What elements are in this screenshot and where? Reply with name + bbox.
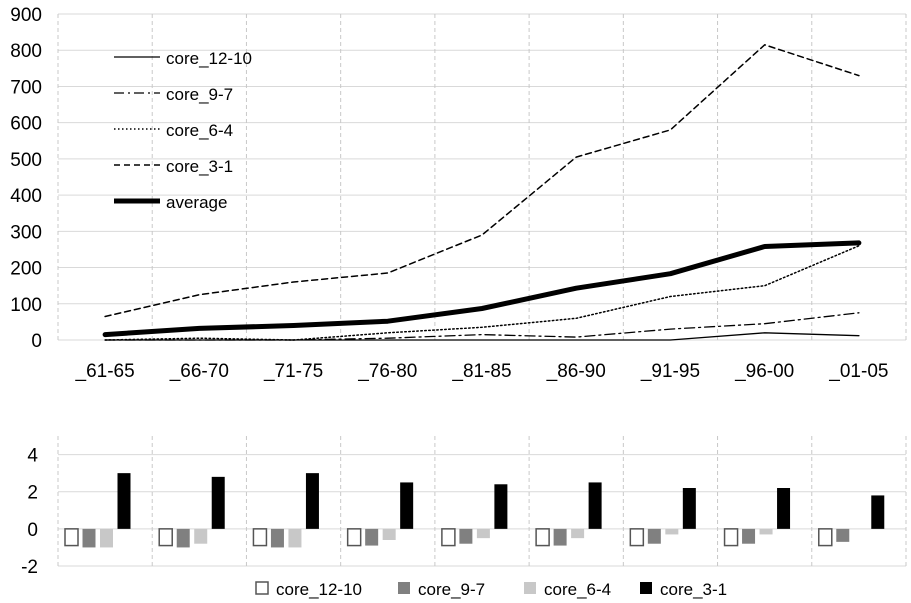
bar-core_9-7 <box>82 528 96 548</box>
bottom-legend-swatch-core_12-10 <box>255 581 269 595</box>
legend-label: core_9-7 <box>166 85 233 104</box>
bar-core_3-1 <box>494 484 508 529</box>
bar-core_3-1 <box>777 488 791 529</box>
bar-core_3-1 <box>588 482 602 529</box>
bar-core_6-4 <box>288 528 302 548</box>
top-x-tick-label: _96-00 <box>734 361 794 382</box>
bar-core_9-7 <box>553 528 567 546</box>
bar-core_12-10 <box>723 528 739 547</box>
bar-core_3-1 <box>305 473 319 529</box>
legend-label: core_3-1 <box>166 157 233 176</box>
top-x-tick-label: _81-85 <box>451 361 511 382</box>
bar-core_6-4 <box>194 528 208 544</box>
bottom-legend-label: core_3-1 <box>660 580 727 599</box>
top-x-tick-label: _71-75 <box>263 361 323 382</box>
series-line-core_9-7 <box>104 312 860 341</box>
bar-core_3-1 <box>117 473 131 529</box>
top-x-tick-label: _01-05 <box>828 361 888 382</box>
top-y-tick-label: 200 <box>10 259 42 280</box>
top-y-tick-label: 600 <box>10 114 42 135</box>
bar-core_9-7 <box>459 528 473 544</box>
bar-core_6-4 <box>759 528 773 535</box>
bottom-legend-label: core_9-7 <box>418 580 485 599</box>
legend-label: core_6-4 <box>166 121 233 140</box>
legend-label: average <box>166 193 227 212</box>
bottom-y-tick-label: 4 <box>27 446 38 467</box>
bottom-legend-swatch-core_6-4 <box>524 582 536 594</box>
top-y-tick-label: 900 <box>10 5 42 26</box>
bar-core_12-10 <box>158 528 173 547</box>
top-y-tick-label: 0 <box>31 331 42 352</box>
bottom-legend-label: core_6-4 <box>544 580 611 599</box>
bar-core_12-10 <box>629 528 645 547</box>
bar-core_9-7 <box>176 528 190 548</box>
bottom-legend-swatch-core_9-7 <box>398 582 410 594</box>
top-x-tick-label: _91-95 <box>640 361 700 382</box>
bottom-y-tick-label: 2 <box>27 483 38 504</box>
bar-core_9-7 <box>365 528 379 546</box>
bar-core_9-7 <box>742 528 756 544</box>
series-line-core_3-1 <box>104 44 860 318</box>
bar-core_6-4 <box>382 528 396 540</box>
bottom-legend-swatch-core_3-1 <box>640 582 652 594</box>
series-line-average <box>102 240 862 338</box>
bar-core_12-10 <box>441 528 456 547</box>
series-line-core_6-4 <box>104 245 860 341</box>
bar-core_3-1 <box>211 476 225 529</box>
bar-core_6-4 <box>665 528 679 535</box>
top-y-tick-label: 100 <box>10 295 42 316</box>
top-y-tick-label: 300 <box>10 222 42 243</box>
top-x-tick-label: _66-70 <box>169 361 229 382</box>
bar-core_6-4 <box>571 528 585 539</box>
bottom-y-tick-label: 0 <box>27 520 38 541</box>
top-x-tick-label: _61-65 <box>75 361 135 382</box>
legend-label: core_12-10 <box>166 49 252 68</box>
top-x-tick-label: _86-90 <box>546 361 606 382</box>
bottom-legend-label: core_12-10 <box>276 580 362 599</box>
top-x-tick-label: _76-80 <box>357 361 417 382</box>
bar-core_3-1 <box>682 488 696 529</box>
bar-core_12-10 <box>346 528 362 547</box>
bar-core_12-10 <box>64 528 79 547</box>
top-y-tick-label: 400 <box>10 186 42 207</box>
bar-core_9-7 <box>270 528 284 548</box>
bar-core_12-10 <box>252 528 268 547</box>
bottom-y-tick-label: -2 <box>21 557 38 578</box>
bar-core_6-4 <box>476 528 490 539</box>
bar-core_12-10 <box>818 528 833 547</box>
top-y-tick-label: 700 <box>10 77 42 98</box>
bar-core_6-4 <box>100 528 113 548</box>
bar-core_12-10 <box>535 528 550 547</box>
top-y-tick-label: 500 <box>10 150 42 171</box>
top-y-tick-label: 800 <box>10 41 42 62</box>
bar-core_3-1 <box>400 482 414 529</box>
bar-core_9-7 <box>647 528 661 544</box>
bar-core_9-7 <box>836 528 850 542</box>
bar-core_3-1 <box>871 495 885 529</box>
